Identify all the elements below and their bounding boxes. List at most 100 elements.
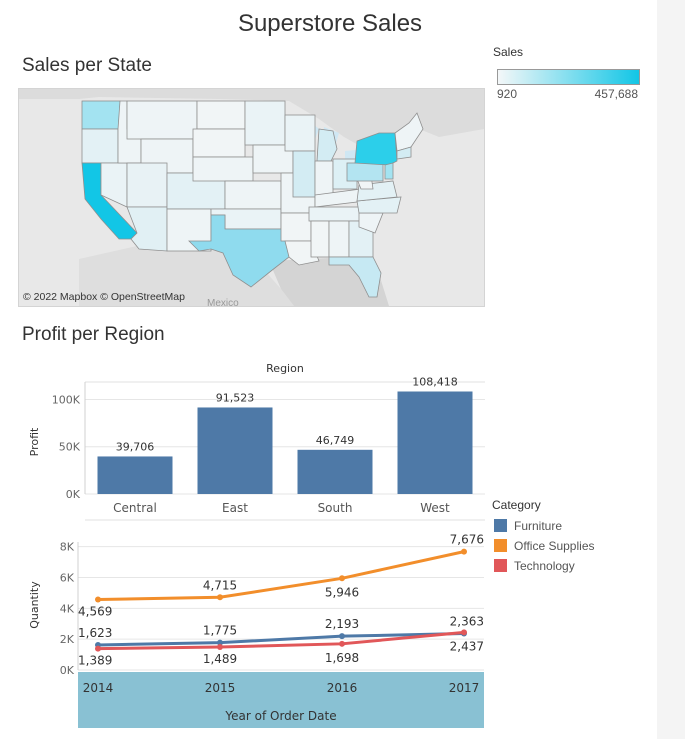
data-point[interactable] <box>339 640 345 647</box>
bar-value-label: 91,523 <box>216 391 255 404</box>
bar-y-tick-label: 50K <box>59 441 81 454</box>
category-legend-label: Technology <box>514 559 575 573</box>
sales-legend-title: Sales <box>493 45 524 59</box>
data-value-label: 1,389 <box>78 654 112 668</box>
state-ny <box>354 132 398 166</box>
state-ar <box>280 212 312 242</box>
quantity-line-chart[interactable]: 0K 2K 4K 6K 8K Quantity 2014 2015 2016 2017 Year o… <box>0 530 490 735</box>
category-legend-furniture[interactable]: Furniture <box>494 519 562 533</box>
series-line-furniture[interactable] <box>97 632 465 647</box>
state-nj <box>384 162 394 180</box>
data-value-label: 7,676 <box>450 533 484 547</box>
state-ne <box>192 156 254 182</box>
data-point[interactable] <box>217 594 223 601</box>
state-mi <box>316 128 338 162</box>
bar-category-label: East <box>222 501 248 515</box>
category-legend-label: Office Supplies <box>514 539 595 553</box>
map-country-label: Mexico <box>207 298 239 307</box>
data-value-label: 2,363 <box>450 615 484 629</box>
state-mt <box>126 100 198 140</box>
sales-color-legend-bar <box>497 69 640 85</box>
bar-central[interactable] <box>97 456 173 494</box>
profit-bar-chart[interactable]: Region 0K 50K 100K Profit 39,706 Central 91,523… <box>0 350 490 525</box>
bar-category-label: West <box>420 501 450 515</box>
state-ma <box>396 146 412 160</box>
map-title: Sales per State <box>22 55 152 76</box>
line-x-tick-label: 2014 <box>83 681 114 695</box>
technology-swatch <box>494 559 507 572</box>
sales-legend-max: 457,688 <box>594 87 638 101</box>
bar-y-tick-label: 100K <box>52 393 81 406</box>
state-al <box>328 220 350 258</box>
data-value-label: 2,193 <box>325 617 359 631</box>
data-point[interactable] <box>217 639 223 646</box>
bar-value-label: 39,706 <box>116 440 155 453</box>
bar-south[interactable] <box>297 449 373 494</box>
state-sd <box>192 128 246 158</box>
line-x-tick-label: 2017 <box>449 681 480 695</box>
data-value-label: 1,489 <box>203 652 237 666</box>
series-line-technology[interactable] <box>97 630 465 651</box>
state-il <box>292 150 316 198</box>
data-point[interactable] <box>461 548 467 555</box>
map-attribution[interactable]: © 2022 Mapbox © OpenStreetMap <box>23 291 185 303</box>
line-y-tick-label: 2K <box>60 633 75 646</box>
state-wi <box>284 114 316 152</box>
bar-category-label: South <box>318 501 353 515</box>
data-point[interactable] <box>95 645 101 652</box>
state-wa <box>81 100 121 130</box>
page-title: Superstore Sales <box>237 10 423 37</box>
profit-title: Profit per Region <box>22 324 165 345</box>
state-ms <box>310 220 330 258</box>
office-supplies-swatch <box>494 539 507 552</box>
bar-west[interactable] <box>397 391 473 494</box>
state-nd <box>196 100 246 130</box>
data-point[interactable] <box>95 596 101 603</box>
bar-category-label: Central <box>113 501 157 515</box>
data-point[interactable] <box>339 633 345 640</box>
data-value-label: 1,775 <box>203 624 237 638</box>
data-value-label: 4,569 <box>78 605 112 619</box>
state-or <box>81 128 119 164</box>
line-y-tick-label: 6K <box>60 571 75 584</box>
x-axis-band <box>78 672 484 728</box>
us-sales-map[interactable]: © 2022 Mapbox © OpenStreetMap Mexico <box>18 88 485 307</box>
bar-chart-header: Region <box>266 362 304 375</box>
line-y-axis-title: Quantity <box>28 581 41 629</box>
line-x-tick-label: 2015 <box>205 681 236 695</box>
line-x-tick-label: 2016 <box>327 681 358 695</box>
furniture-swatch <box>494 519 507 532</box>
category-legend-title: Category <box>492 498 541 512</box>
data-value-label: 1,623 <box>78 626 112 640</box>
line-x-axis-title: Year of Order Date <box>224 709 336 723</box>
state-mn <box>244 100 286 146</box>
data-value-label: 4,715 <box>203 578 237 592</box>
state-ut <box>126 162 168 208</box>
bar-value-label: 108,418 <box>412 375 458 388</box>
map-canvas <box>19 89 484 306</box>
category-legend-technology[interactable]: Technology <box>494 559 575 573</box>
bar-east[interactable] <box>197 407 273 494</box>
state-pa <box>346 162 384 182</box>
right-panel-strip <box>657 0 685 739</box>
data-value-label: 2,437 <box>450 639 484 653</box>
category-legend-office-supplies[interactable]: Office Supplies <box>494 539 595 553</box>
data-value-label: 5,946 <box>325 585 359 599</box>
bar-y-tick-label: 0K <box>66 488 81 501</box>
data-value-label: 1,698 <box>325 651 359 665</box>
series-line-office-supplies[interactable] <box>97 550 465 602</box>
bar-value-label: 46,749 <box>316 434 355 447</box>
line-y-tick-label: 4K <box>60 602 75 615</box>
state-fl <box>328 256 382 298</box>
data-point[interactable] <box>339 575 345 582</box>
bar-y-axis-title: Profit <box>28 427 41 456</box>
category-legend-label: Furniture <box>514 519 563 533</box>
state-la <box>284 240 320 266</box>
line-y-tick-label: 8K <box>60 541 75 554</box>
state-in <box>314 160 334 196</box>
state-tx <box>188 214 290 288</box>
line-y-tick-label: 0K <box>60 664 75 677</box>
data-point[interactable] <box>461 629 467 636</box>
state-ks <box>224 180 282 210</box>
data-point[interactable] <box>217 644 223 651</box>
